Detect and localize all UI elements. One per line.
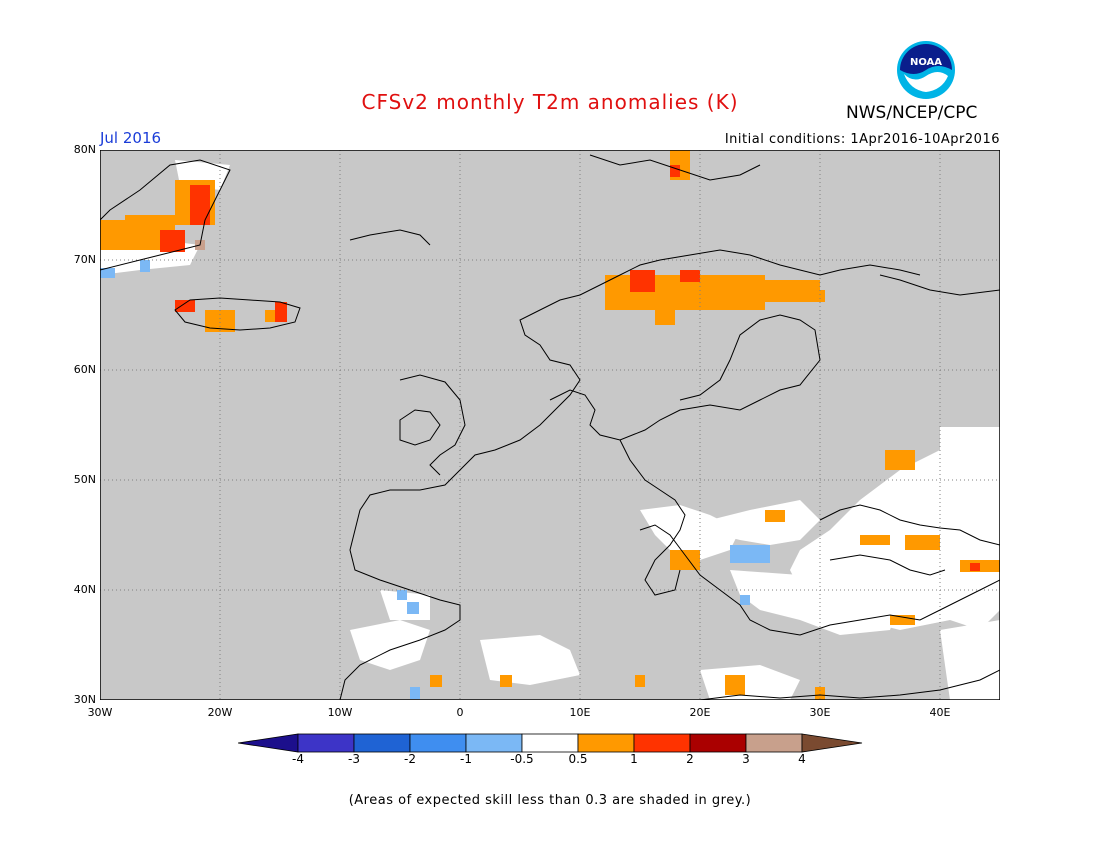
- lat-label: 80N: [73, 143, 96, 156]
- logo-text: NOAA: [910, 57, 942, 68]
- colorbar-label: -3: [348, 752, 360, 766]
- organization-label: NWS/NCEP/CPC: [846, 103, 978, 123]
- lon-label: 10E: [569, 706, 591, 719]
- initial-conditions: Initial conditions: 1Apr2016-10Apr2016: [724, 132, 1000, 147]
- colorbar-label: -4: [292, 752, 304, 766]
- lat-label: 50N: [73, 473, 96, 486]
- lon-label: 30E: [809, 706, 831, 719]
- colorbar-label: 1: [630, 752, 638, 766]
- lat-label: 70N: [73, 253, 96, 266]
- noaa-logo: NOAA: [897, 41, 955, 99]
- skill-footnote: (Areas of expected skill less than 0.3 a…: [348, 793, 752, 808]
- cool-anomaly-cells: [100, 260, 770, 699]
- colorbar-label: -2: [404, 752, 416, 766]
- map-title: CFSv2 monthly T2m anomalies (K): [361, 90, 739, 114]
- color-bar-low-arrow: [238, 733, 299, 753]
- colorbar-label: 3: [742, 752, 750, 766]
- colorbar-label: -1: [460, 752, 472, 766]
- colorbar-label: 4: [798, 752, 806, 766]
- lon-label: 20E: [689, 706, 711, 719]
- color-scale-bar: [238, 733, 863, 753]
- europe-map: [100, 150, 1000, 700]
- lon-label: 40E: [929, 706, 951, 719]
- forecast-month: Jul 2016: [100, 129, 162, 147]
- colorbar-label: -0.5: [510, 752, 534, 766]
- near-normal-regions: [100, 160, 1000, 700]
- lat-label: 30N: [73, 693, 96, 706]
- lon-label: 20W: [207, 706, 233, 719]
- colorbar-label: 2: [686, 752, 694, 766]
- lon-label: 10W: [327, 706, 353, 719]
- color-bar-high-arrow: [801, 733, 863, 753]
- lat-label: 60N: [73, 363, 96, 376]
- lon-label: 30W: [87, 706, 113, 719]
- warm-anomaly-cells: [100, 150, 1000, 700]
- coastlines: [100, 154, 1000, 700]
- lat-label: 40N: [73, 583, 96, 596]
- lon-label: 0: [456, 706, 464, 719]
- colorbar-label: 0.5: [568, 752, 588, 766]
